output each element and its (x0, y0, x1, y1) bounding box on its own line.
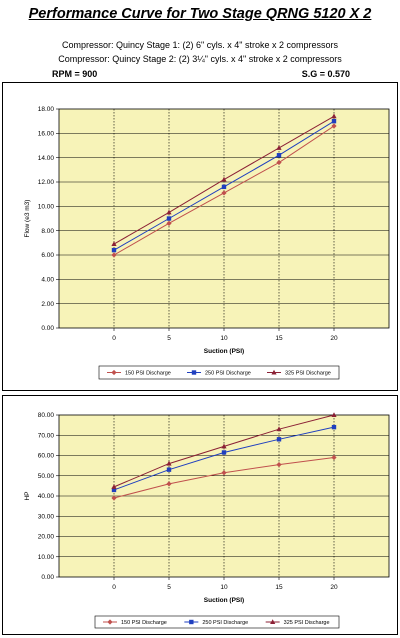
hp-chart-ytick-label: 10.00 (38, 554, 55, 561)
flow-chart-data-point (111, 252, 117, 258)
flow-chart-xtick-label: 10 (220, 335, 228, 342)
hp-chart-ytick-label: 0.00 (41, 574, 54, 581)
flow-chart-ytick-label: 14.00 (38, 155, 55, 162)
compressor-stage-2-line: Compressor: Quincy Stage 2: (2) 3¼" cyls… (58, 54, 342, 64)
flow-chart: 0.00 2.00 4.00 6.00 8.00 10.00 12.00 14.00 16.00… (24, 106, 390, 380)
flow-chart-ytick-label: 12.00 (38, 179, 55, 186)
flow-chart-data-point (166, 209, 172, 215)
hp-chart-data-point (221, 443, 227, 449)
hp-chart-data-point (276, 462, 282, 468)
hp-chart-legend-marker (270, 619, 276, 624)
hp-chart-xaxis-title: Suction (PSI) (204, 597, 244, 604)
hp-chart-xtick-label: 10 (220, 584, 228, 591)
flow-chart-data-point (111, 247, 117, 253)
page-title: Performance Curve for Two Stage QRNG 512… (28, 6, 372, 22)
hp-chart-data-point (111, 487, 117, 493)
flow-chart-data-point (221, 184, 227, 190)
hp-chart-data-point (166, 460, 172, 466)
hp-chart-xtick-label: 5 (167, 584, 171, 591)
hp-chart-data-point (276, 437, 282, 442)
hp-chart-data-point (111, 484, 117, 489)
compressor-stage-1-line: Compressor: Quincy Stage 1: (2) 6" cyls.… (62, 40, 338, 50)
hp-chart-xtick-label: 20 (330, 584, 338, 591)
hp-chart: 0.00 10.00 20.00 30.00 40.00 50.00 60.00 70.00 8… (24, 412, 390, 629)
specific-gravity-label: S.G = 0.570 (301, 69, 350, 79)
hp-chart-xtick-label: 0 (112, 584, 116, 591)
flow-chart-ytick-label: 18.00 (38, 106, 55, 113)
flow-chart-data-point (276, 159, 282, 166)
flow-chart-ytick-label: 8.00 (41, 228, 54, 235)
hp-chart-xtick-label: 15 (275, 584, 283, 591)
flow-chart-data-point (276, 145, 282, 150)
flow-chart-data-point (166, 220, 172, 226)
hp-chart-legend (94, 615, 340, 629)
hp-chart-data-point (221, 450, 227, 455)
hp-chart-ytick-label: 40.00 (38, 493, 55, 500)
hp-chart-legend-label: 250 PSI Discharge (202, 620, 248, 626)
flow-chart-data-point (166, 216, 172, 221)
flow-chart-legend-label: 325 PSI Discharge (285, 371, 331, 377)
hp-chart-data-point (331, 424, 337, 430)
flow-chart-ytick-label: 6.00 (41, 252, 54, 259)
flow-chart-data-point (221, 190, 227, 196)
hp-chart-legend-label: 150 PSI Discharge (121, 620, 167, 626)
flow-chart-yaxis-title: Flow (e3 m3) (24, 200, 31, 238)
flow-chart-legend-marker (111, 369, 117, 376)
hp-chart-legend-label: 325 PSI Discharge (284, 620, 330, 626)
flow-chart-ytick-label: 16.00 (38, 131, 55, 138)
hp-chart-legend-marker (107, 619, 113, 625)
hp-chart-ytick-label: 60.00 (38, 453, 55, 460)
flow-chart-xtick-label: 15 (275, 335, 283, 342)
flow-chart-xtick-label: 20 (330, 335, 338, 342)
flow-chart-panel: 0.00 2.00 4.00 6.00 8.00 10.00 12.00 14.00 16.00… (2, 82, 398, 391)
flow-chart-ytick-label: 0.00 (41, 325, 54, 332)
hp-chart-ytick-label: 20.00 (38, 534, 55, 541)
flow-chart-legend-label: 250 PSI Discharge (205, 371, 251, 377)
hp-chart-ytick-label: 50.00 (38, 473, 55, 480)
flow-chart-xaxis-title: Suction (PSI) (204, 348, 244, 355)
flow-chart-legend-marker (271, 369, 277, 375)
hp-chart-data-point (166, 467, 172, 472)
flow-chart-data-point (111, 241, 117, 247)
flow-chart-legend-marker (191, 370, 197, 375)
flow-chart-data-point (276, 153, 282, 158)
flow-chart-ytick-label: 4.00 (41, 277, 54, 284)
hp-chart-data-point (331, 412, 337, 417)
flow-chart-legend-label: 150 PSI Discharge (125, 371, 171, 377)
flow-chart-legend (98, 365, 340, 380)
hp-chart-ytick-label: 30.00 (38, 513, 55, 520)
flow-chart-ytick-label: 10.00 (38, 204, 55, 211)
hp-chart-panel: 0.00 10.00 20.00 30.00 40.00 50.00 60.00 70.00 8… (2, 395, 398, 635)
hp-chart-ytick-label: 80.00 (38, 412, 55, 419)
flow-chart-data-point (221, 176, 227, 182)
hp-chart-ytick-label: 70.00 (38, 432, 55, 439)
flow-chart-xtick-label: 0 (112, 335, 116, 342)
hp-chart-yaxis-title: HP (24, 491, 31, 500)
flow-chart-data-point (331, 118, 337, 124)
flow-chart-data-point (331, 123, 337, 129)
rpm-label: RPM = 900 (52, 69, 98, 79)
flow-chart-data-point (331, 113, 337, 119)
flow-chart-ytick-label: 2.00 (41, 301, 54, 308)
hp-chart-data-point (276, 426, 282, 432)
flow-chart-xtick-label: 5 (167, 335, 171, 342)
hp-chart-legend-marker (189, 619, 194, 625)
